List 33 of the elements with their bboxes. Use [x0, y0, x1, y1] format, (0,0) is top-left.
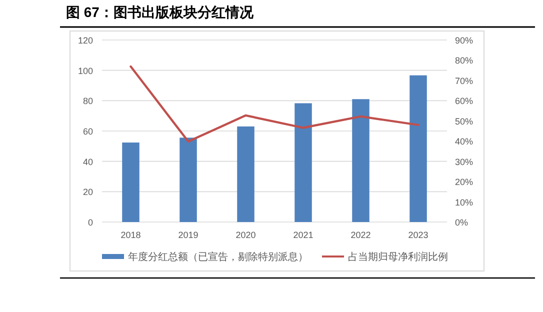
y2-tick-label: 70% — [455, 76, 474, 86]
bar — [352, 99, 370, 222]
y2-tick-label: 30% — [455, 156, 474, 167]
y2-tick-label: 50% — [455, 116, 474, 126]
y2-tick-label: 60% — [455, 96, 474, 106]
y-tick-label: 100 — [78, 66, 93, 76]
bar — [237, 126, 254, 222]
bar — [410, 75, 427, 222]
y-tick-label: 40 — [82, 156, 93, 167]
y-tick-label: 20 — [82, 187, 93, 198]
x-tick-label: 2018 — [120, 230, 141, 240]
y2-tick-label: 90% — [455, 36, 474, 46]
y2-tick-label: 80% — [455, 56, 474, 66]
bar — [122, 142, 140, 222]
legend-label: 占当期归母净利润比例 — [348, 251, 448, 263]
legend-label: 年度分红总额（已宣告，剔除特别派息） — [128, 251, 308, 263]
x-tick-label: 2020 — [236, 230, 256, 240]
x-tick-label: 2022 — [350, 230, 371, 240]
x-tick-label: 2019 — [178, 230, 198, 240]
y-tick-label: 120 — [78, 36, 93, 46]
y2-tick-label: 10% — [455, 197, 474, 208]
y-tick-label: 80 — [82, 96, 93, 106]
chart-title: 图 67：图书出版板块分红情况 — [66, 4, 254, 20]
bar — [294, 103, 312, 222]
y2-tick-label: 20% — [455, 177, 474, 188]
y2-tick-label: 0% — [455, 218, 468, 228]
x-tick-label: 2021 — [293, 230, 314, 240]
line-series — [130, 65, 420, 143]
bar — [180, 138, 197, 222]
y-tick-label: 0 — [88, 218, 93, 228]
y-tick-label: 60 — [82, 126, 93, 136]
x-tick-label: 2023 — [408, 230, 428, 240]
y2-tick-label: 40% — [455, 136, 474, 147]
